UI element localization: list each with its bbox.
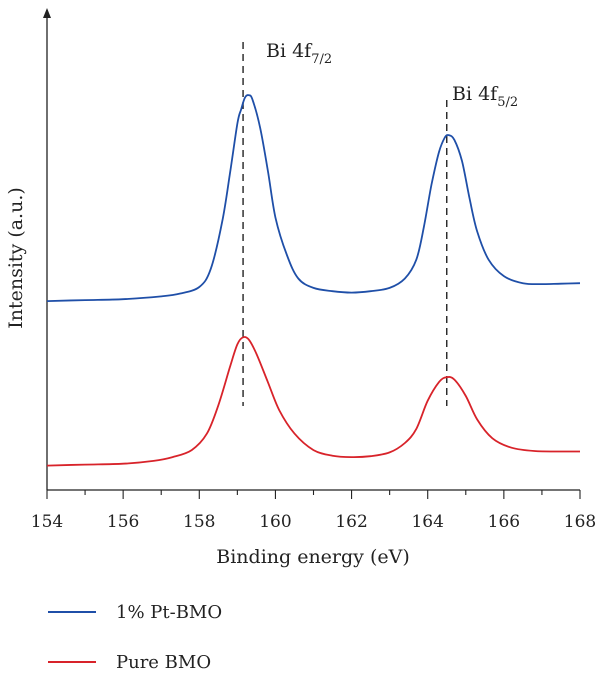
annotation-bi-4f52: Bi 4f5/2: [452, 83, 518, 110]
y-axis-label: Intensity (a.u.): [5, 187, 27, 329]
x-tick-label: 156: [107, 512, 139, 532]
x-tick-label: 158: [183, 512, 215, 532]
x-tick-label: 164: [411, 512, 443, 532]
legend: 1% Pt-BMO Pure BMO: [48, 600, 222, 700]
series-line-pt-bmo: [46, 94, 581, 302]
legend-item-pt-bmo: 1% Pt-BMO: [48, 600, 222, 624]
series-layer: [46, 94, 581, 467]
legend-swatch-pt-bmo: [48, 611, 96, 613]
legend-label-pt-bmo: 1% Pt-BMO: [116, 601, 223, 623]
x-axis-label: Binding energy (eV): [216, 546, 410, 568]
peak-markers: [242, 42, 448, 406]
x-tick-label: 154: [31, 512, 63, 532]
xps-chart: 154 156 158 160 162 164 166 168 Bi 4f7/2 Bi 4f5/…: [5, 8, 596, 568]
annotation-bi-4f72: Bi 4f7/2: [266, 40, 332, 67]
legend-label-pure-bmo: Pure BMO: [116, 651, 212, 673]
x-tick-label: 162: [335, 512, 367, 532]
x-tick-label: 168: [564, 512, 596, 532]
annotations: Bi 4f7/2 Bi 4f5/2: [266, 40, 518, 110]
x-tick-label: 166: [488, 512, 520, 532]
y-axis-arrow: [43, 8, 51, 18]
x-tick-label: 160: [259, 512, 291, 532]
legend-swatch-pure-bmo: [48, 661, 96, 663]
series-line-pure-bmo: [46, 336, 580, 467]
axes: 154 156 158 160 162 164 166 168: [31, 8, 596, 532]
legend-item-pure-bmo: Pure BMO: [48, 650, 222, 674]
